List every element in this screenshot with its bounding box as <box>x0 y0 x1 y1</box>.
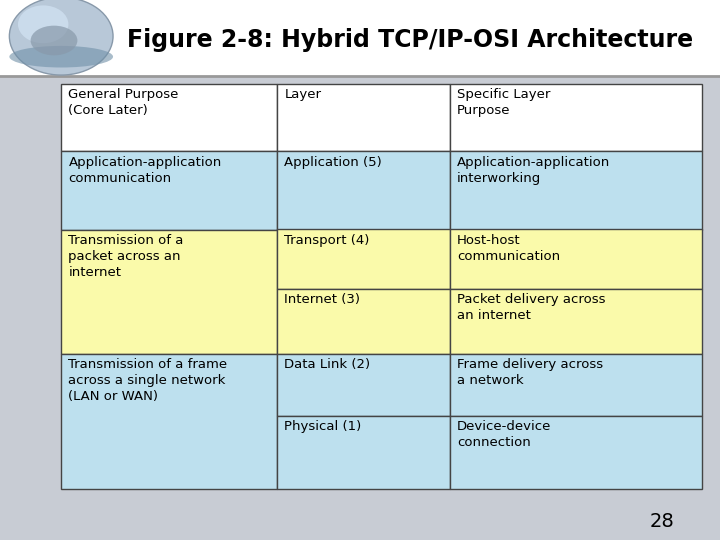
FancyBboxPatch shape <box>277 151 450 230</box>
FancyBboxPatch shape <box>450 289 702 354</box>
Text: Transmission of a frame
across a single network
(LAN or WAN): Transmission of a frame across a single … <box>68 358 228 403</box>
FancyBboxPatch shape <box>450 354 702 416</box>
FancyBboxPatch shape <box>61 230 277 354</box>
Text: General Purpose
(Core Later): General Purpose (Core Later) <box>68 88 179 117</box>
FancyBboxPatch shape <box>277 230 450 289</box>
FancyBboxPatch shape <box>277 416 450 489</box>
FancyBboxPatch shape <box>450 84 702 151</box>
Text: Application-application
interworking: Application-application interworking <box>457 156 611 185</box>
Text: Layer: Layer <box>284 88 321 101</box>
Text: Data Link (2): Data Link (2) <box>284 358 371 371</box>
Ellipse shape <box>30 25 78 56</box>
Text: Packet delivery across
an internet: Packet delivery across an internet <box>457 293 606 322</box>
Circle shape <box>18 5 68 43</box>
Text: Application (5): Application (5) <box>284 156 382 168</box>
FancyBboxPatch shape <box>61 151 277 230</box>
Text: Application-application
communication: Application-application communication <box>68 156 222 185</box>
Text: Internet (3): Internet (3) <box>284 293 361 306</box>
Circle shape <box>9 0 113 75</box>
Text: Transport (4): Transport (4) <box>284 234 370 247</box>
FancyBboxPatch shape <box>277 289 450 354</box>
Text: Host-host
communication: Host-host communication <box>457 234 560 263</box>
FancyBboxPatch shape <box>450 151 702 230</box>
FancyBboxPatch shape <box>277 354 450 416</box>
FancyBboxPatch shape <box>61 84 277 151</box>
Text: Figure 2-8: Hybrid TCP/IP-OSI Architecture: Figure 2-8: Hybrid TCP/IP-OSI Architectu… <box>127 29 693 52</box>
Text: Specific Layer
Purpose: Specific Layer Purpose <box>457 88 551 117</box>
Text: Transmission of a
packet across an
internet: Transmission of a packet across an inter… <box>68 234 184 279</box>
FancyBboxPatch shape <box>0 0 122 76</box>
FancyBboxPatch shape <box>450 416 702 489</box>
FancyBboxPatch shape <box>450 230 702 289</box>
Ellipse shape <box>9 46 113 68</box>
FancyBboxPatch shape <box>61 354 277 489</box>
FancyBboxPatch shape <box>277 84 450 151</box>
Text: Device-device
connection: Device-device connection <box>457 420 552 449</box>
Text: Physical (1): Physical (1) <box>284 420 361 433</box>
Text: 28: 28 <box>650 511 675 531</box>
Text: Frame delivery across
a network: Frame delivery across a network <box>457 358 603 387</box>
FancyBboxPatch shape <box>0 0 720 76</box>
